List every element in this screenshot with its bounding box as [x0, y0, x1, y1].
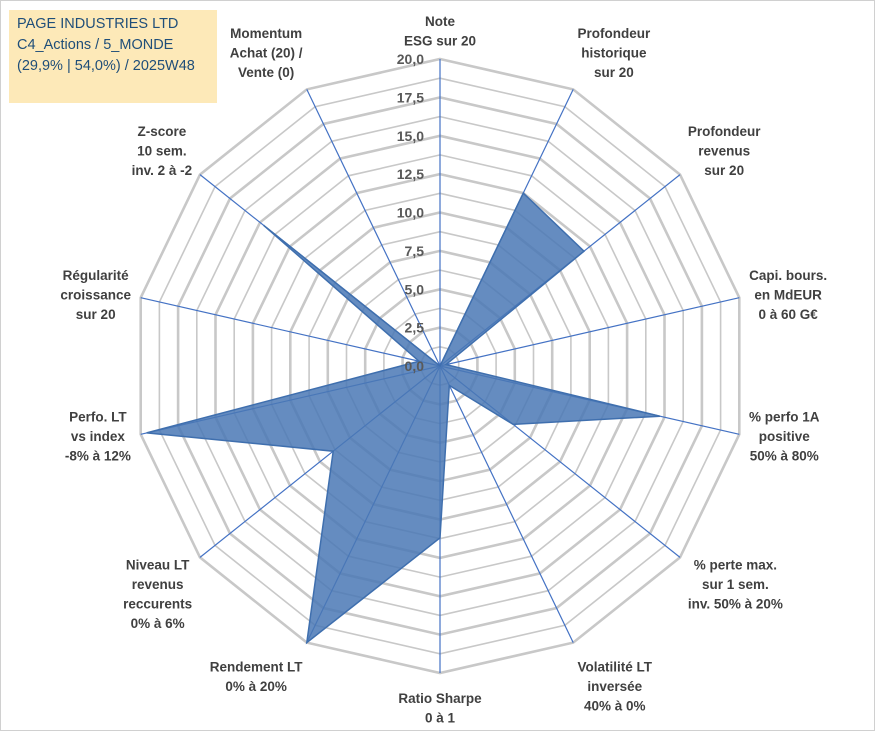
axis-label-group: % perte max. sur 1 sem. inv. 50% à 20% — [688, 558, 783, 612]
axis-label-line: % perfo 1A — [749, 409, 820, 424]
axis-label-line: Note — [425, 14, 455, 29]
axis-label-line: 40% à 0% — [584, 699, 646, 714]
tick-label: 15,0 — [397, 128, 424, 144]
axis-label-group: Volatilité LT inversée 40% à 0% — [578, 660, 653, 714]
axis-label-group: Profondeur revenus sur 20 — [688, 124, 761, 178]
axis-label-group: Profondeur historique sur 20 — [578, 26, 651, 80]
axis-label-line: inversée — [587, 679, 642, 694]
axis-label-group: Capi. bours. en MdEUR 0 à 60 G€ — [749, 268, 827, 322]
company-name: PAGE INDUSTRIES LTD — [17, 14, 211, 35]
axis-label-line: Ratio Sharpe — [398, 691, 482, 706]
axis-label-line: Capi. bours. — [749, 268, 827, 283]
tick-label: 17,5 — [397, 89, 424, 105]
axis-label-line: Achat (20) / — [230, 45, 303, 60]
axis-label-group: Rendement LT 0% à 20% — [210, 660, 304, 695]
axis-label-line: sur 20 — [704, 163, 744, 178]
tick-label: 12,5 — [397, 166, 424, 182]
stats-week: (29,9% | 54,0%) / 2025W48 — [17, 56, 211, 77]
axis-label-line: sur 20 — [594, 65, 634, 80]
axis-label-line: croissance — [60, 288, 131, 303]
tick-label: 5,0 — [405, 281, 425, 297]
axis-label-line: Z-score — [138, 124, 187, 139]
axis-label-group: Régularité croissance sur 20 — [60, 268, 131, 322]
axis-label-line: 0% à 20% — [225, 679, 287, 694]
axis-label-line: vs index — [71, 429, 126, 444]
axis-label-line: historique — [581, 45, 647, 60]
axis-label-line: ESG sur 20 — [404, 34, 476, 49]
axis-label-group: Perfo. LT vs index -8% à 12% — [65, 409, 131, 463]
axis-label-line: Profondeur — [688, 124, 761, 139]
axis-label-line: positive — [759, 429, 811, 444]
tick-label: 20,0 — [397, 51, 424, 67]
axis-label-line: Profondeur — [578, 26, 651, 41]
axis-label-group: Momentum Achat (20) / Vente (0) — [230, 26, 303, 80]
axis-label-line: inv. 2 à -2 — [132, 163, 193, 178]
axis-label-group: Niveau LT revenus reccurents 0% à 6% — [123, 558, 192, 632]
axis-label-line: revenus — [698, 143, 750, 158]
axis-label-line: Niveau LT — [126, 558, 190, 573]
tick-label: 0,0 — [405, 358, 425, 374]
chart-title-box: PAGE INDUSTRIES LTD C4_Actions / 5_MONDE… — [9, 10, 217, 103]
axis-label-line: Régularité — [63, 268, 130, 283]
axis-label-line: 0 à 60 G€ — [758, 307, 818, 322]
axis-label-line: 0 à 1 — [425, 711, 456, 726]
axis-label-line: sur 1 sem. — [702, 577, 769, 592]
axis-label-line: Volatilité LT — [578, 660, 653, 675]
axis-label-group: Ratio Sharpe 0 à 1 — [398, 691, 482, 726]
axis-label-line: Perfo. LT — [69, 409, 127, 424]
axis-label-line: inv. 50% à 20% — [688, 597, 783, 612]
axis-label-line: sur 20 — [76, 307, 116, 322]
axis-label-line: en MdEUR — [754, 288, 822, 303]
category-path: C4_Actions / 5_MONDE — [17, 35, 211, 56]
axis-label-line: 0% à 6% — [131, 616, 185, 631]
axis-label-group: Note ESG sur 20 — [404, 14, 476, 49]
axis-label-line: reccurents — [123, 597, 192, 612]
axis-label-line: revenus — [132, 577, 184, 592]
axis-label-group: % perfo 1A positive 50% à 80% — [749, 409, 820, 463]
axis-label-line: Rendement LT — [210, 660, 304, 675]
tick-label: 10,0 — [397, 205, 424, 221]
axis-label-line: Vente (0) — [238, 65, 294, 80]
tick-label: 7,5 — [405, 243, 425, 259]
axis-label-line: -8% à 12% — [65, 448, 131, 463]
axis-label-line: 50% à 80% — [750, 448, 819, 463]
axis-label-line: 10 sem. — [137, 143, 187, 158]
axis-label-group: Z-score 10 sem. inv. 2 à -2 — [132, 124, 193, 178]
axis-label-line: Momentum — [230, 26, 302, 41]
tick-label: 2,5 — [405, 320, 425, 336]
axis-label-line: % perte max. — [694, 558, 777, 573]
